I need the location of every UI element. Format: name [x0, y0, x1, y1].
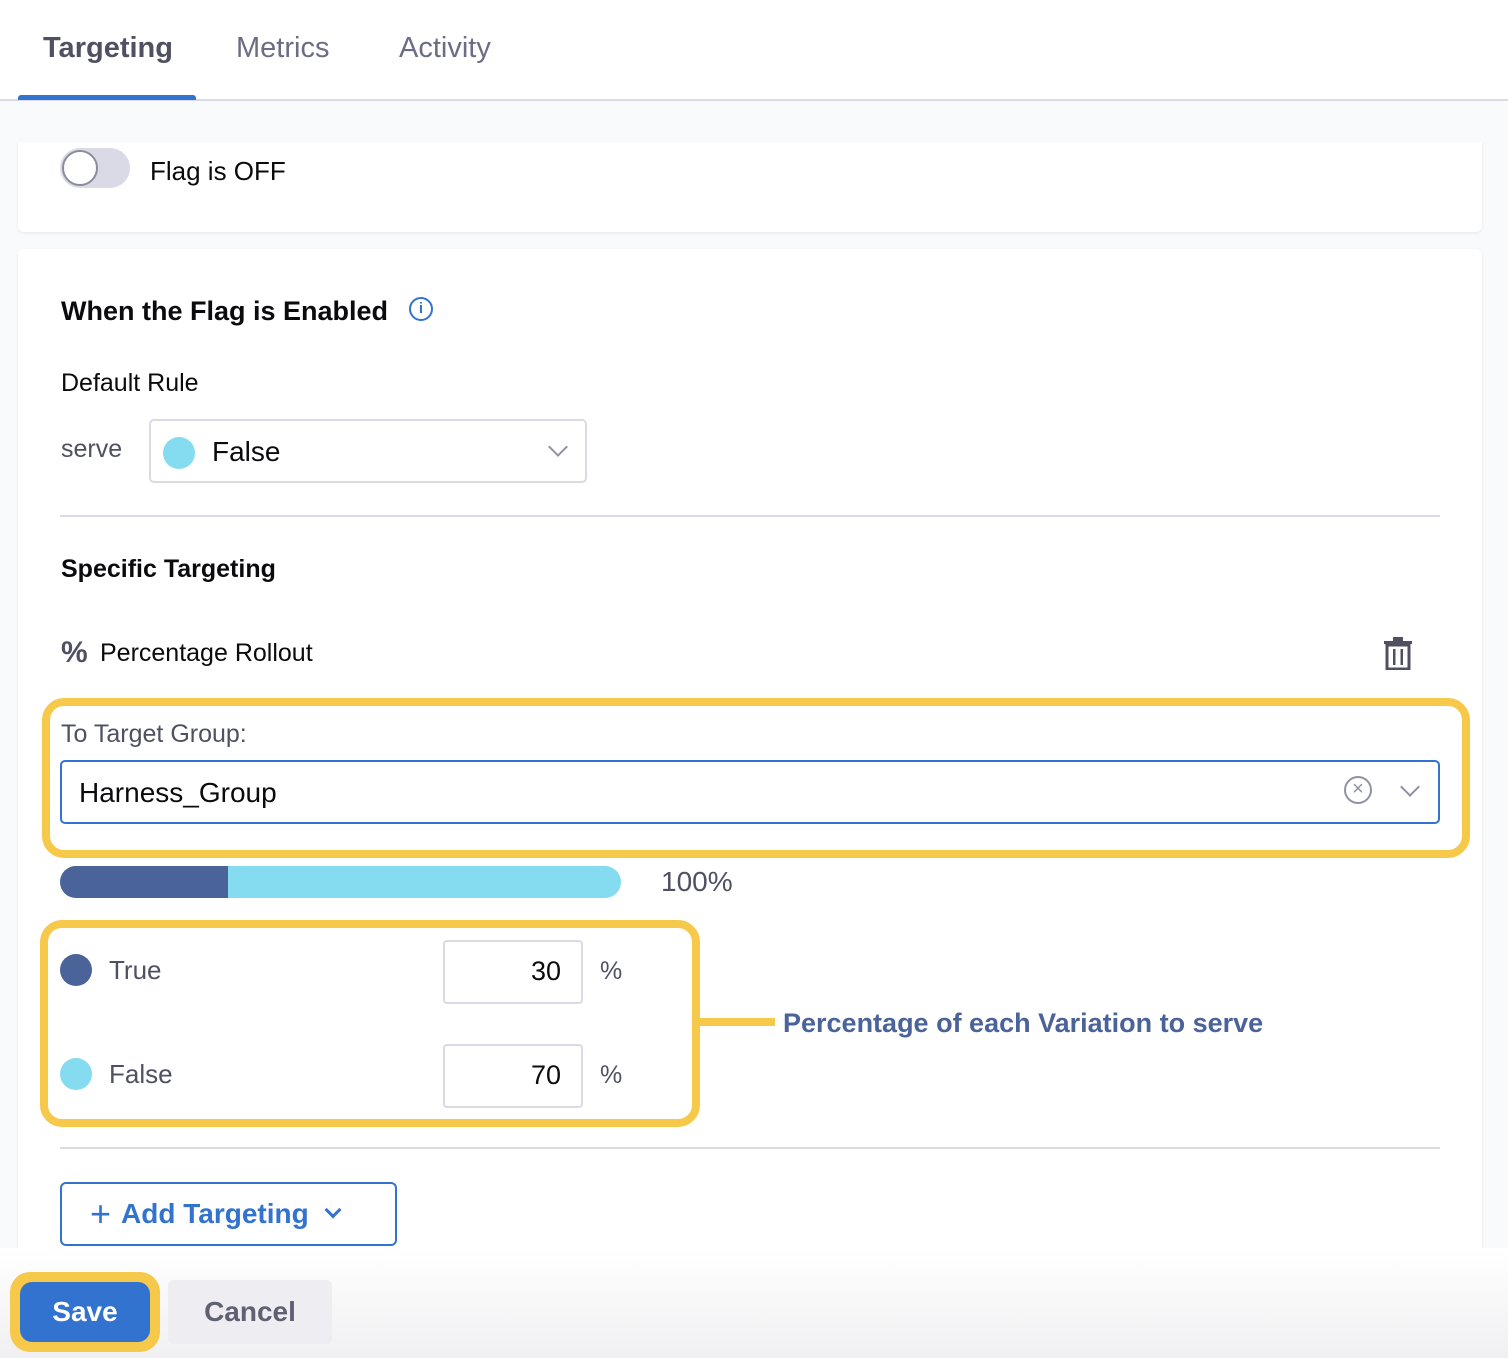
variation-false-label: False [109, 1059, 173, 1089]
flag-status-label: Flag is OFF [150, 156, 286, 186]
percent-unit: % [600, 957, 623, 985]
tab-metrics[interactable]: Metrics [236, 32, 330, 64]
flag-toggle-card [18, 142, 1482, 232]
true-percent-input[interactable]: 30 [443, 940, 583, 1004]
chevron-down-icon [324, 1201, 342, 1219]
specific-targeting-title: Specific Targeting [61, 555, 276, 583]
variations-highlight [40, 920, 700, 1127]
annotation-text: Percentage of each Variation to serve [783, 1008, 1264, 1038]
active-tab-indicator [18, 95, 196, 100]
target-group-value: Harness_Group [79, 777, 277, 808]
target-group-highlight [42, 698, 1470, 858]
annotation-connector [700, 1018, 775, 1026]
tab-targeting[interactable]: Targeting [43, 32, 173, 64]
variation-color-dot [163, 437, 195, 469]
percent-icon: % [61, 636, 88, 669]
serve-label: serve [61, 435, 123, 463]
divider [60, 515, 1440, 517]
plus-icon: + [90, 1193, 112, 1234]
targeting-card [18, 249, 1482, 1259]
save-button[interactable]: Save [20, 1282, 150, 1342]
tab-activity[interactable]: Activity [399, 32, 491, 64]
add-targeting-button[interactable]: + Add Targeting [60, 1182, 397, 1246]
target-group-label: To Target Group: [61, 720, 247, 748]
divider [60, 1147, 1440, 1149]
total-percent: 100% [661, 866, 733, 897]
toggle-knob [62, 150, 98, 186]
serve-value: False [212, 436, 281, 467]
add-targeting-label: Add Targeting [121, 1198, 309, 1229]
cancel-button[interactable]: Cancel [168, 1280, 332, 1344]
false-color-dot [60, 1058, 92, 1090]
true-color-dot [60, 954, 92, 986]
tab-bar [0, 0, 1508, 101]
percent-unit: % [600, 1061, 623, 1089]
rollout-distribution-bar [60, 866, 621, 898]
serve-variation-select[interactable] [149, 419, 587, 483]
variation-true-label: True [109, 955, 162, 985]
false-percent-input[interactable]: 70 [443, 1044, 583, 1108]
target-group-select[interactable] [60, 760, 1440, 824]
info-icon[interactable]: i [409, 297, 433, 321]
trash-icon[interactable] [1383, 636, 1413, 670]
clear-icon[interactable]: × [1344, 776, 1372, 804]
default-rule-label: Default Rule [61, 369, 199, 397]
section-title: When the Flag is Enabled [61, 296, 389, 326]
true-share-fill [60, 866, 229, 898]
rollout-label: Percentage Rollout [100, 639, 313, 667]
